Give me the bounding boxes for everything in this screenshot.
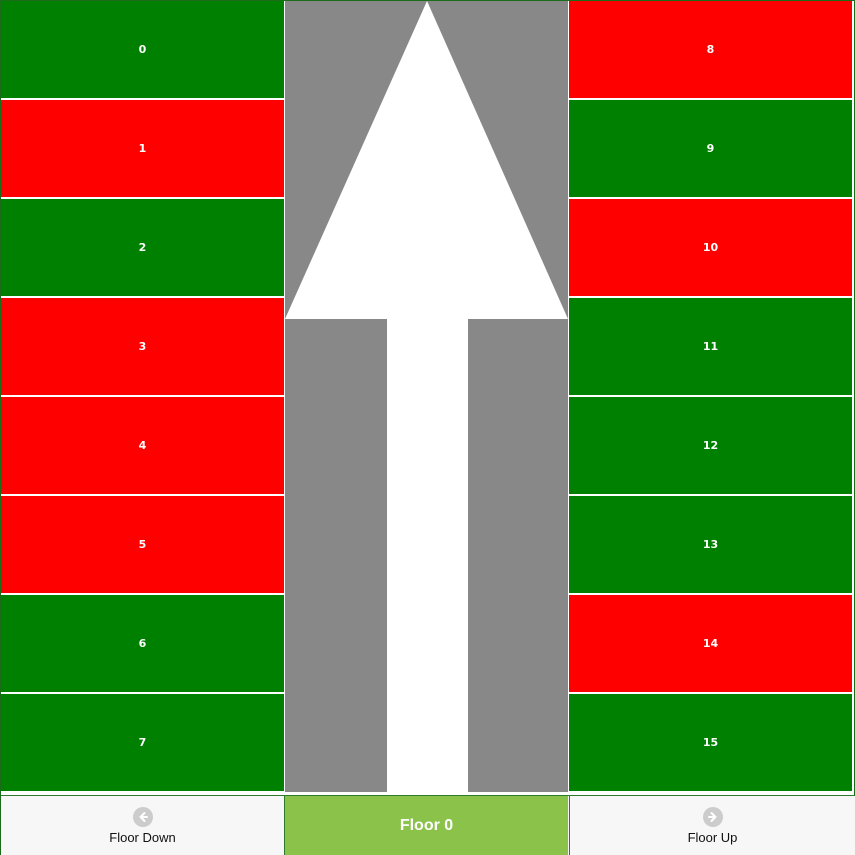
spot-number: 3 <box>138 340 147 353</box>
spot-number: 9 <box>706 142 715 155</box>
parking-lot: 0 1 2 3 4 5 6 7 8 9 10 11 12 13 14 15 <box>1 1 854 792</box>
driving-lane <box>285 1 568 792</box>
parking-spot-15[interactable]: 15 <box>569 694 852 791</box>
spot-number: 2 <box>138 241 147 254</box>
spot-number: 1 <box>138 142 147 155</box>
parking-spot-13[interactable]: 13 <box>569 496 852 593</box>
parking-spot-14[interactable]: 14 <box>569 595 852 692</box>
spot-number: 14 <box>702 637 719 650</box>
parking-spot-7[interactable]: 7 <box>1 694 284 791</box>
floor-up-label: Floor Up <box>687 829 738 845</box>
arrow-left-circle-icon <box>132 806 153 827</box>
parking-spot-12[interactable]: 12 <box>569 397 852 494</box>
spot-number: 11 <box>702 340 719 353</box>
parking-spot-5[interactable]: 5 <box>1 496 284 593</box>
spot-number: 5 <box>138 538 147 551</box>
spot-number: 4 <box>138 439 147 452</box>
spot-number: 12 <box>702 439 719 452</box>
spot-number: 13 <box>702 538 719 551</box>
spot-number: 6 <box>138 637 147 650</box>
floor-down-button[interactable]: Floor Down <box>1 796 285 855</box>
parking-spot-11[interactable]: 11 <box>569 298 852 395</box>
up-arrow-icon <box>285 1 568 792</box>
parking-spot-0[interactable]: 0 <box>1 1 284 98</box>
parking-spot-1[interactable]: 1 <box>1 100 284 197</box>
arrow-right-circle-icon <box>702 806 723 827</box>
floor-nav-bar: Floor Down Floor 0 Floor Up <box>1 795 855 855</box>
spot-number: 8 <box>706 43 715 56</box>
parking-spot-10[interactable]: 10 <box>569 199 852 296</box>
floor-down-label: Floor Down <box>109 829 176 845</box>
parking-spot-9[interactable]: 9 <box>569 100 852 197</box>
spot-number: 10 <box>702 241 719 254</box>
spot-number: 15 <box>702 736 719 749</box>
parking-spot-2[interactable]: 2 <box>1 199 284 296</box>
parking-spot-4[interactable]: 4 <box>1 397 284 494</box>
parking-spot-3[interactable]: 3 <box>1 298 284 395</box>
right-spot-column: 8 9 10 11 12 13 14 15 <box>569 1 852 792</box>
parking-spot-8[interactable]: 8 <box>569 1 852 98</box>
spot-number: 7 <box>138 736 147 749</box>
floor-up-button[interactable]: Floor Up <box>569 796 855 855</box>
left-spot-column: 0 1 2 3 4 5 6 7 <box>1 1 284 792</box>
parking-spot-6[interactable]: 6 <box>1 595 284 692</box>
spot-number: 0 <box>138 43 147 56</box>
current-floor-label: Floor 0 <box>285 796 568 855</box>
